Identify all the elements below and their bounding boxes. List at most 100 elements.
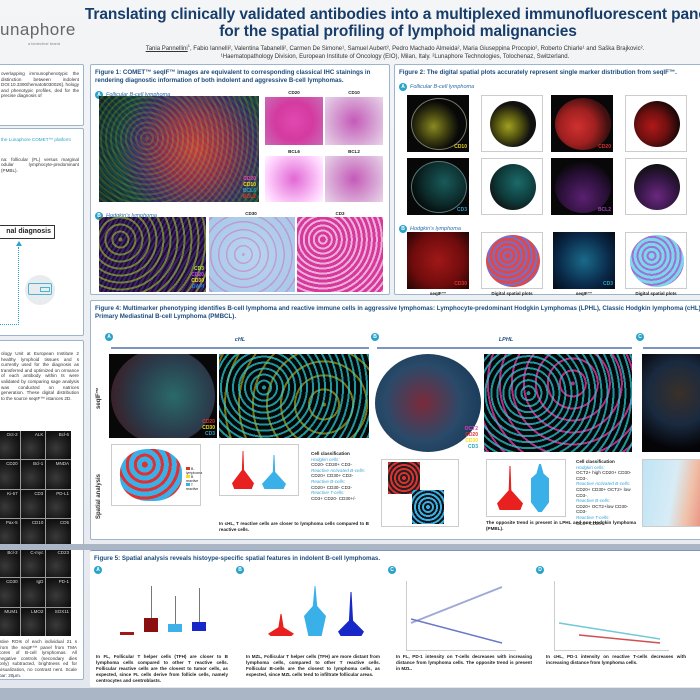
badge-a: A [105,333,113,341]
badge-a: A [94,566,102,574]
methods-panel: ology Unit at European Institute 2 healt… [0,340,84,680]
grid-cell: Oct-2 [0,431,20,460]
scanner-device-icon [25,275,55,305]
chl-overview-image: CD20 CD30 CD3 [109,354,217,438]
intro-panel: overlapping immunophenotypic the distinc… [0,64,84,126]
ihc-label: BCL6 [288,149,300,154]
spatial-plot-cd3-hl [625,232,687,289]
figure4-title: Figure 4: Multimarker phenotyping identi… [95,305,700,320]
figure1-title: Figure 1: COMET™ seqIF™ images are equiv… [95,69,371,84]
badge-a: A [95,90,103,99]
logo-subtitle: a biotechne brand [27,41,60,46]
figure4-panel: Figure 4: Multimarker phenotyping identi… [90,300,700,540]
aim-text-1: the Lunaphore COMET™ platform [1,137,71,142]
ihc-label: CD20 [288,90,300,95]
grid-cell: Bcl-2 [0,548,20,578]
grid-cell: Ki-67 [0,489,20,519]
ihc-cd3-image [297,217,383,292]
badge-c: C [636,333,644,341]
chl-label: cHL [234,337,246,343]
affiliations: ¹Haematopathology Division, European Ins… [220,54,570,60]
fl-seqif-image: CD20 CD10 BCL6 BCL2 [99,96,259,202]
chl-violin-plot [219,444,299,496]
grid-cell: CD20 [0,460,20,489]
grid-cell: PD-1 [46,578,71,607]
fl-pd1-caption: In FL, PD-1 intensity on T-cells decreas… [396,654,532,671]
chl-caption: In cHL, T reactive cells are closer to l… [219,521,369,532]
seqif-bcl2-image: BCL2 [551,158,613,215]
dotted-connector [0,247,19,325]
column-label: seqIF™ [575,291,593,296]
column-label: Digital spatial plots [491,291,533,296]
arrow-up-icon [16,241,22,246]
grid-cell: Bcl-6 [46,431,71,460]
grid-cell: PD-L1 [46,489,71,519]
panel-a-label: Follicular B-cell lymphoma [410,84,475,91]
chl-classification: Cell classification Hodgkin cells: CD20- … [311,451,366,501]
grid-cell: C-myc [20,548,46,578]
pmbcl-overview-image [642,354,700,452]
badge-b: B [95,211,103,220]
ihc-label: CD30 [245,211,257,216]
grid-cell: IgD [20,578,46,607]
seqif-cd10-image: CD10 [407,95,469,152]
figure2-panel: Figure 2: The digital spatial plots accu… [394,64,700,296]
ihc-label: BCL2 [348,149,360,154]
lphl-overview-image: OCT2 CD20 CD30 CD3 [375,354,481,452]
badge-b: B [236,566,244,574]
grid-caption: ative ROIs of each individual 21 s from … [0,639,77,678]
lphl-classification: Cell classification Hodgkin cells: OCT2+ … [576,459,632,526]
fl-boxplot [112,576,220,644]
pmbcl-divider [643,347,700,349]
spatial-plot-bcl2 [625,158,687,215]
spatial-plot-cd20 [625,95,687,152]
grid-cell: CD5 [46,519,71,548]
seqif-cd3-image: CD3 [407,158,469,215]
chl-divider [111,347,369,349]
poster-title: Translating clinically validated antibod… [84,6,700,40]
panel-b-label: Hodgkin's lymphoma [106,212,157,219]
diagnosis-box: nal diagnosis [0,225,55,239]
row-label-spatial: Spatial analysis [96,473,102,519]
figure5-top-band [0,544,700,550]
grid-cell: MUM1 [0,607,20,636]
chl-zoom-image [219,354,369,438]
figure5-bottom-band [0,688,700,700]
lphl-label: LPHL [498,337,514,343]
spatial-plot-cd10 [481,95,543,152]
authors: Tania Pannellini1, Fabio Iannelli², Vale… [100,42,690,61]
mzl-caption: In MZL, Follicular T helper cells (TFH) … [246,654,380,677]
badge-c: C [388,566,396,574]
ihc-cd30-image [209,217,295,292]
ihc-label: CD10 [348,90,360,95]
column-label: seqIF™ [429,291,447,296]
lead-author: Tania Pannellini [145,46,188,52]
methods-text: ology Unit at European Institute 2 healt… [1,351,79,401]
lphl-spatial-plot [381,459,459,527]
aim-text-2: na: follicular (FL) versus marginal odul… [1,156,79,173]
grid-cell: CD10 [20,519,46,548]
grid-cell: ALK [20,431,46,460]
lunaphore-logo: unaphore a biotechne brand [0,20,75,46]
line-chart [558,622,661,644]
spatial-plot-cd30 [481,232,543,289]
grid-cell: LMO2 [20,607,46,636]
grid-cell: MNDA [46,460,71,489]
figure5-title: Figure 5: Spatial analysis reveals histo… [94,555,381,562]
chl-pd1-caption: In cHL, PD-1 intensity on reactive T-cel… [546,654,686,665]
mzl-violin-plot [260,576,370,644]
ihc-bcl2-image [325,156,383,202]
author-list: , Fabio Iannelli², Valentina Tabanelli²,… [189,46,645,52]
lphl-caption: The opposite trend is present in LPHL an… [486,520,636,531]
line-chart [410,586,503,644]
chl-pd1-line-plot [554,581,669,651]
badge-a: A [399,83,407,92]
panel-b-label: Hodgkin's lymphoma [410,225,461,232]
lphl-violin-plot [486,459,566,517]
row-label-seqif: seqIF™ [96,387,102,409]
aim-panel: the Lunaphore COMET™ platform na: follic… [0,128,84,336]
chl-spatial-plot: B-lymphoma B reactive T reactive [111,444,202,506]
column-label: Digital spatial plots [635,291,677,296]
grid-cell: Bcl-1 [20,460,46,489]
